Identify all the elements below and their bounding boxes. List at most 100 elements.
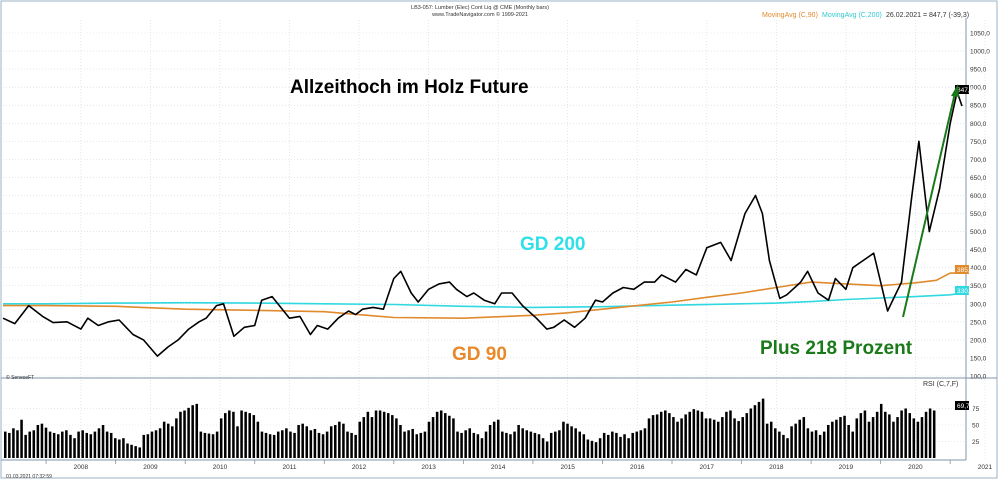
- y-tick-label: 450,0: [970, 247, 987, 254]
- rsi-bar: [529, 431, 533, 458]
- rsi-bar: [366, 411, 370, 458]
- y-tick-label: 1000,0: [970, 49, 990, 56]
- rsi-bar: [264, 432, 268, 458]
- rsi-bar: [631, 432, 634, 458]
- rsi-bar: [187, 407, 190, 458]
- rsi-bar: [908, 413, 912, 458]
- rsi-bar: [545, 441, 549, 458]
- rsi-bar: [423, 431, 427, 458]
- rsi-bar: [399, 425, 402, 458]
- rsi-bar: [354, 434, 357, 458]
- rsi-bar: [928, 408, 932, 458]
- y-tick-label: 900,0: [970, 85, 987, 92]
- rsi-bar: [549, 432, 553, 458]
- rsi-bar: [782, 434, 785, 458]
- rsi-bar: [126, 443, 129, 458]
- rsi-bar: [741, 417, 744, 458]
- rsi-bar: [158, 428, 162, 458]
- rsi-bar: [256, 421, 260, 458]
- rsi-bar: [334, 425, 337, 458]
- ma90-series: [3, 272, 962, 320]
- rsi-bar: [733, 418, 736, 458]
- rsi-bar: [146, 434, 150, 458]
- rsi-bar: [16, 430, 19, 458]
- rsi-bar: [708, 418, 712, 458]
- rsi-bar: [44, 427, 48, 458]
- rsi-bar: [460, 432, 463, 458]
- y-tick-label: 650,0: [970, 175, 987, 182]
- rsi-bar: [586, 439, 590, 458]
- rsi-bar: [700, 411, 704, 458]
- rsi-bar: [778, 431, 781, 458]
- rsi-bar: [619, 436, 622, 458]
- rsi-bar: [85, 432, 89, 458]
- rsi-bar: [468, 428, 471, 458]
- rsi-bar: [721, 417, 724, 458]
- x-tick-label: 2015: [560, 464, 575, 471]
- rsi-bar: [594, 442, 598, 458]
- rsi-bar: [749, 408, 753, 458]
- rsi-bar: [611, 431, 614, 458]
- y-tick-label: 1050,0: [970, 31, 990, 38]
- rsi-bar: [517, 425, 520, 458]
- y-tick-label: 400,0: [970, 265, 987, 272]
- rsi-bar: [533, 432, 537, 458]
- rsi-bar: [435, 411, 439, 458]
- rsi-bar: [313, 428, 317, 458]
- rsi-bar: [142, 434, 146, 458]
- rsi-bar: [554, 431, 557, 458]
- rsi-bar: [411, 428, 414, 458]
- rsi-bar: [932, 410, 936, 458]
- y-tick-label: 950,0: [970, 67, 987, 74]
- rsi-bar: [4, 431, 7, 458]
- x-tick-label: 2013: [421, 464, 436, 471]
- rsi-bar: [570, 426, 573, 458]
- rsi-bar: [391, 415, 394, 458]
- rsi-bar: [448, 415, 451, 458]
- rsi-bar: [513, 431, 516, 458]
- rsi-bar: [643, 428, 647, 458]
- rsi-bar: [215, 431, 219, 458]
- price-series: [2, 91, 963, 357]
- rsi-bar: [48, 431, 52, 458]
- rsi-bar: [696, 410, 700, 458]
- rsi-bar: [867, 421, 871, 458]
- rsi-bar: [268, 434, 272, 458]
- rsi-bar: [761, 398, 765, 458]
- rsi-bar: [623, 434, 626, 458]
- rsi-bar: [859, 413, 863, 458]
- rsi-bar: [8, 432, 11, 458]
- uptrend-arrow: [902, 84, 959, 318]
- rsi-bar: [827, 425, 830, 458]
- rsi-bars: [4, 398, 936, 458]
- y-tick-label: 100,0: [970, 374, 987, 381]
- rsi-bar: [602, 432, 606, 458]
- rsi-bar: [716, 421, 720, 458]
- rsi-bar: [93, 431, 97, 458]
- x-tick-label: 2017: [700, 464, 715, 471]
- rsi-bar: [847, 425, 850, 458]
- rsi-bar: [317, 432, 321, 458]
- rsi-bar: [195, 403, 199, 458]
- x-tick-label: 2014: [491, 464, 506, 471]
- rsi-bar: [219, 418, 223, 458]
- x-tick-label: 2010: [213, 464, 228, 471]
- ma90-line: [3, 272, 962, 320]
- rsi-bar: [203, 432, 207, 458]
- x-tick-label: 2019: [839, 464, 854, 471]
- rsi-bar: [562, 421, 565, 458]
- x-tick-label: 2018: [769, 464, 784, 471]
- rsi-bar: [370, 417, 374, 458]
- rsi-bar: [464, 430, 467, 458]
- rsi-bar: [835, 419, 838, 458]
- rsi-bar: [509, 434, 512, 458]
- rsi-bar: [444, 413, 447, 458]
- rsi-bar: [36, 425, 40, 458]
- rsi-bar: [814, 430, 818, 458]
- rsi-bar: [77, 431, 80, 458]
- rsi-bar: [725, 411, 728, 458]
- rsi-bar: [659, 411, 663, 458]
- rsi-bar: [248, 413, 251, 458]
